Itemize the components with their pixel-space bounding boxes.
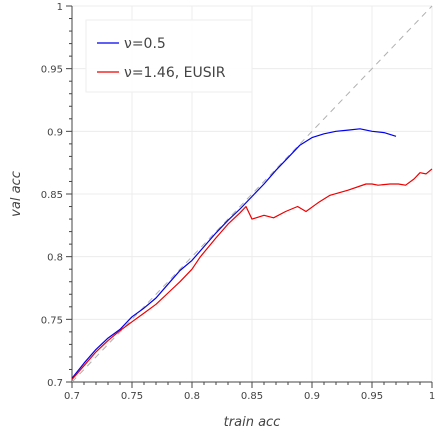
series-layer bbox=[71, 128, 433, 380]
series-line-1 bbox=[71, 168, 433, 380]
legend-box bbox=[85, 19, 253, 93]
x-tick-label: 1 bbox=[429, 391, 435, 402]
y-tick-label: 0.85 bbox=[41, 190, 63, 201]
y-tick-label: 0.9 bbox=[47, 127, 63, 138]
x-tick-label: 0.75 bbox=[121, 391, 143, 402]
y-axis-title: val acc bbox=[9, 171, 24, 217]
x-tick-label: 0.9 bbox=[304, 391, 320, 402]
reference-diagonal-line bbox=[71, 5, 433, 383]
x-tick-label: 0.8 bbox=[184, 391, 200, 402]
x-axis-title: train acc bbox=[224, 415, 281, 430]
y-tick-label: 0.7 bbox=[47, 378, 63, 389]
legend-label-nu-0.5: ν=0.5 bbox=[124, 36, 166, 52]
y-tick-label: 0.95 bbox=[41, 65, 63, 76]
reference-layer bbox=[71, 5, 433, 383]
series-line-0 bbox=[71, 128, 397, 379]
x-tick-label: 0.95 bbox=[361, 391, 383, 402]
y-tick-label: 0.8 bbox=[47, 253, 63, 264]
legend: ν=0.5 ν=1.46, EUSIR bbox=[85, 19, 253, 93]
legend-label-nu-1.46-eusir: ν=1.46, EUSIR bbox=[124, 65, 226, 81]
x-tick-label: 0.85 bbox=[241, 391, 263, 402]
x-tick-label: 0.7 bbox=[64, 391, 80, 402]
y-tick-label: 1 bbox=[57, 2, 63, 13]
y-tick-label: 0.75 bbox=[41, 315, 63, 326]
tick-layer: 0.7 0.75 0.8 0.85 0.9 0.95 1 0.7 0.75 0.8 0.85 0.9 0… bbox=[41, 2, 435, 402]
